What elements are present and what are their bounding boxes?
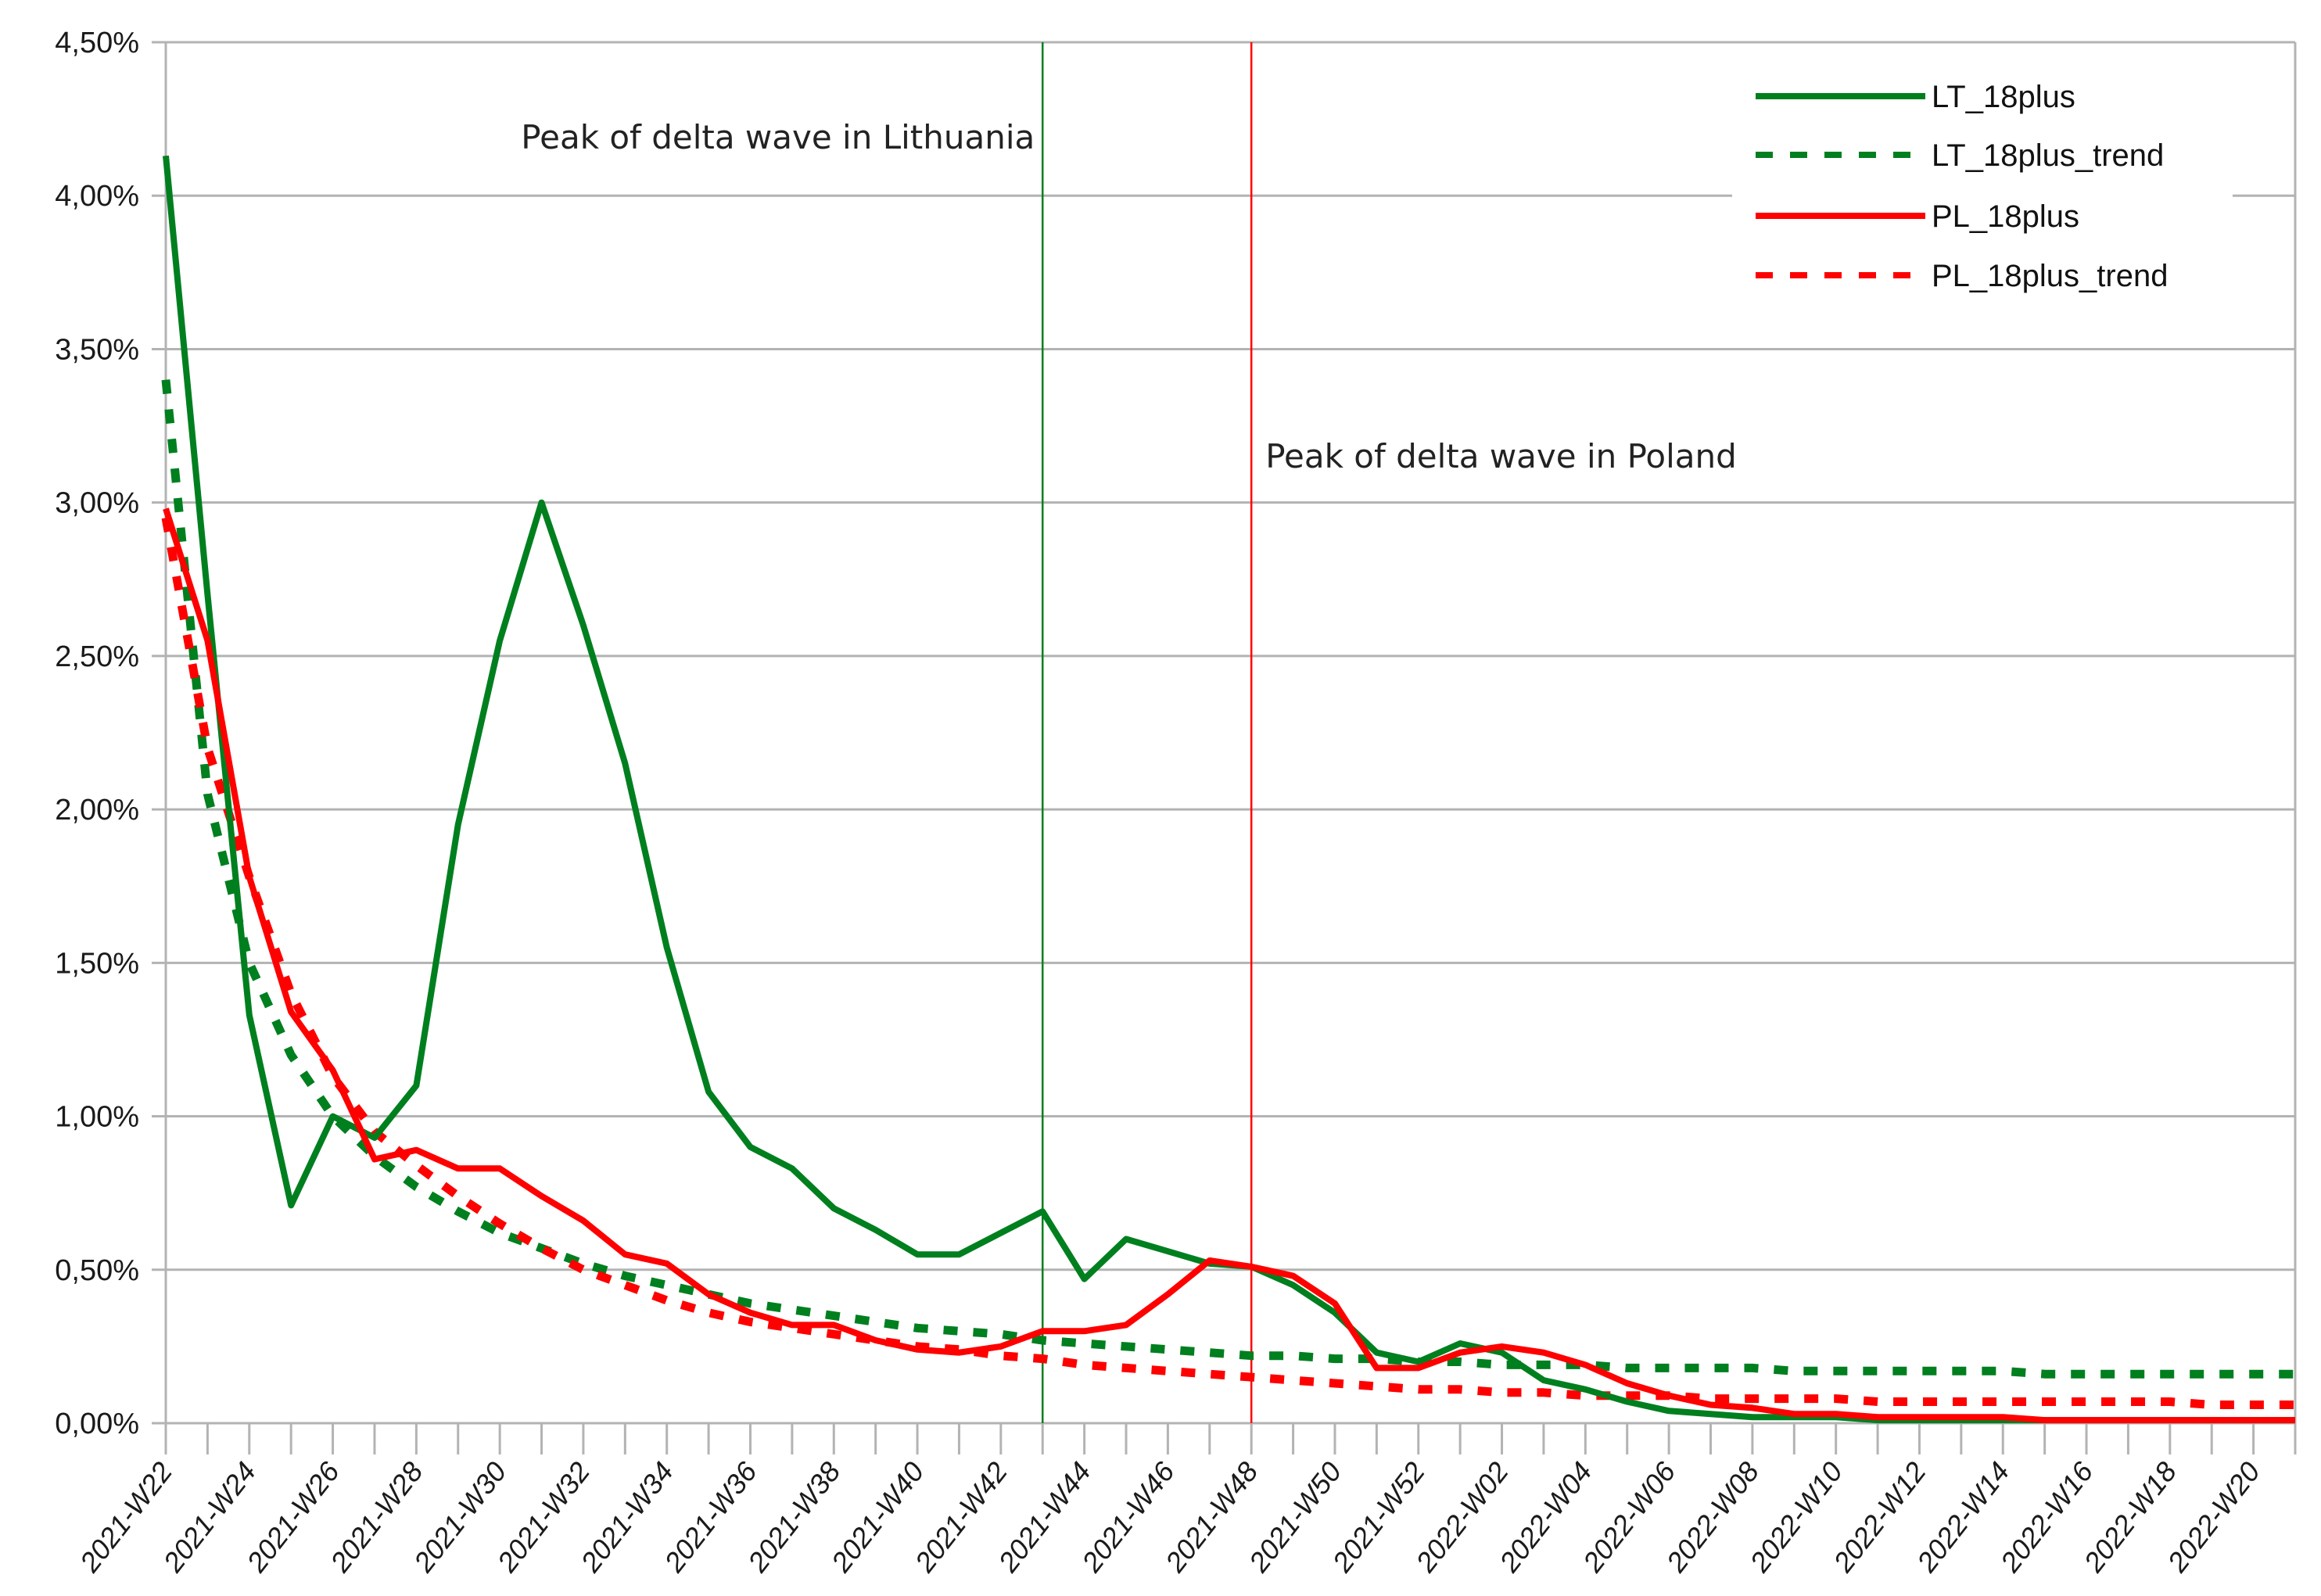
series-lt-18plus	[163, 155, 2295, 1424]
y-tick-label: 3,00%	[55, 487, 139, 520]
y-tick-label: 0,00%	[55, 1408, 139, 1440]
series-pl-18plus	[163, 507, 2295, 1424]
y-tick-label: 1,50%	[55, 947, 139, 980]
y-tick-label: 1,00%	[55, 1101, 139, 1134]
gridlines	[152, 41, 2297, 1454]
x-axis: 2021-W222021-W242021-W262021-W282021-W30…	[73, 1423, 2297, 1579]
legend-label: LT_18plus	[1932, 80, 2075, 114]
legend-label: PL_18plus	[1932, 199, 2079, 234]
legend-label: PL_18plus_trend	[1932, 259, 2168, 293]
lt-peak-annotation: Peak of delta wave in Lithuania	[521, 118, 1035, 156]
peak-markers	[1041, 42, 1253, 1423]
legend: LT_18plus LT_18plus_trend PL_18plus PL_1…	[1732, 63, 2233, 321]
y-tick-label: 4,50%	[55, 27, 139, 59]
legend-item-pl: PL_18plus	[1756, 199, 2079, 234]
y-tick-label: 3,50%	[55, 333, 139, 366]
y-tick-label: 2,00%	[55, 794, 139, 827]
y-axis: 0,00% 0,50% 1,00% 1,50% 2,00% 2,50% 3,00% 3,50%…	[55, 27, 139, 1440]
series-lt-18plus-trend	[161, 379, 2295, 1379]
legend-item-lt: LT_18plus	[1756, 80, 2075, 114]
legend-label: LT_18plus_trend	[1932, 138, 2164, 173]
legend-item-lt-trend: LT_18plus_trend	[1756, 138, 2164, 173]
y-tick-label: 2,50%	[55, 640, 139, 673]
series-pl-18plus-trend	[161, 517, 2295, 1409]
legend-item-pl-trend: PL_18plus_trend	[1756, 259, 2168, 293]
y-tick-label: 4,00%	[55, 180, 139, 213]
legend-background	[1732, 63, 2233, 321]
y-tick-label: 0,50%	[55, 1254, 139, 1287]
data-series	[161, 155, 2295, 1424]
pl-peak-annotation: Peak of delta wave in Poland	[1265, 437, 1737, 475]
